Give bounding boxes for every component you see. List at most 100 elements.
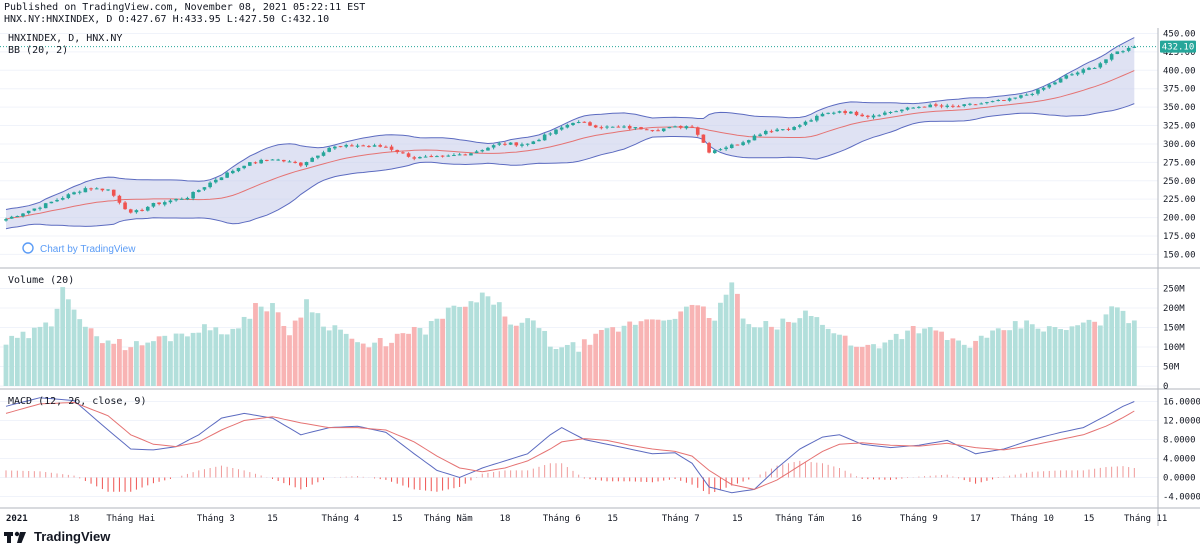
volume-bar[interactable] <box>746 324 752 386</box>
candle[interactable] <box>316 155 320 160</box>
volume-bar[interactable] <box>457 306 462 386</box>
candle[interactable] <box>128 208 133 214</box>
volume-bar[interactable] <box>1092 321 1098 386</box>
candle[interactable] <box>327 146 331 153</box>
volume-bar[interactable] <box>60 287 66 386</box>
volume-bar[interactable] <box>43 322 49 386</box>
candle[interactable] <box>837 110 842 114</box>
volume-bar[interactable] <box>304 299 309 386</box>
volume-bar[interactable] <box>740 318 746 386</box>
candle[interactable] <box>951 104 955 108</box>
volume-bar[interactable] <box>400 333 406 386</box>
candle[interactable] <box>440 155 445 158</box>
candle[interactable] <box>60 196 65 201</box>
candle[interactable] <box>832 111 836 115</box>
candle[interactable] <box>639 126 643 130</box>
candle[interactable] <box>4 217 8 222</box>
candle[interactable] <box>1024 93 1029 96</box>
volume-bar[interactable] <box>491 304 497 386</box>
volume-bar[interactable] <box>905 330 910 386</box>
candle[interactable] <box>231 169 235 175</box>
candle[interactable] <box>225 171 229 179</box>
volume-bar[interactable] <box>134 341 139 386</box>
volume-bar[interactable] <box>196 332 202 386</box>
volume-bar[interactable] <box>474 302 480 386</box>
volume-bar[interactable] <box>1029 324 1035 386</box>
candle[interactable] <box>270 159 275 161</box>
candle[interactable] <box>355 143 360 149</box>
volume-bar[interactable] <box>1103 314 1109 386</box>
volume-bar[interactable] <box>326 330 332 386</box>
volume-bar[interactable] <box>20 331 26 386</box>
candle[interactable] <box>746 139 751 145</box>
volume-bar[interactable] <box>797 318 803 386</box>
candle[interactable] <box>1126 46 1131 53</box>
volume-bar[interactable] <box>820 324 825 386</box>
volume-bar[interactable] <box>122 350 128 386</box>
volume-bar[interactable] <box>77 319 83 386</box>
candle[interactable] <box>463 153 468 156</box>
volume-bar[interactable] <box>219 334 224 386</box>
candle[interactable] <box>1030 92 1035 97</box>
volume-bar[interactable] <box>298 317 304 386</box>
candle[interactable] <box>1092 67 1097 69</box>
volume-bar[interactable] <box>190 332 196 386</box>
volume-bar[interactable] <box>1041 331 1047 386</box>
volume-bar[interactable] <box>672 318 678 386</box>
candle[interactable] <box>321 150 326 157</box>
candle[interactable] <box>644 128 649 131</box>
volume-bar[interactable] <box>428 321 434 386</box>
candle[interactable] <box>922 106 927 108</box>
candle[interactable] <box>973 103 978 106</box>
volume-bar[interactable] <box>564 344 570 386</box>
volume-bar[interactable] <box>383 346 389 386</box>
candle[interactable] <box>593 124 598 129</box>
candle[interactable] <box>565 123 570 129</box>
volume-bar[interactable] <box>315 313 321 386</box>
volume-bar[interactable] <box>31 327 37 386</box>
volume-bar[interactable] <box>247 318 253 386</box>
volume-bar[interactable] <box>1035 328 1041 386</box>
candle[interactable] <box>939 103 944 109</box>
candle[interactable] <box>996 99 1001 102</box>
time-axis[interactable]: 2021 18 Tháng Hai Tháng 3 15 Tháng 4 15 Tháng N… <box>6 514 1167 524</box>
volume-bar[interactable] <box>94 336 100 386</box>
volume-bar[interactable] <box>735 293 740 386</box>
candle[interactable] <box>588 121 592 127</box>
candle[interactable] <box>140 208 144 212</box>
volume-bar[interactable] <box>496 302 502 386</box>
candle[interactable] <box>531 140 536 145</box>
candle[interactable] <box>185 196 190 201</box>
candle[interactable] <box>888 111 893 115</box>
volume-bar[interactable] <box>309 312 315 386</box>
volume-bar[interactable] <box>910 326 916 386</box>
volume-bar[interactable] <box>961 344 967 386</box>
candle[interactable] <box>905 106 910 111</box>
volume-bar[interactable] <box>1131 320 1137 386</box>
candle[interactable] <box>803 120 808 126</box>
volume-bar[interactable] <box>54 308 60 386</box>
candle[interactable] <box>1070 72 1074 76</box>
candle[interactable] <box>554 129 558 136</box>
volume-bar[interactable] <box>207 330 213 386</box>
candle[interactable] <box>571 122 575 127</box>
chart-area[interactable]: HNXINDEX, D, HNX.NY BB (20, 2) Chart by … <box>0 28 1200 526</box>
candle[interactable] <box>412 155 417 161</box>
candle[interactable] <box>66 193 71 200</box>
candle[interactable] <box>423 154 428 158</box>
volume-bar[interactable] <box>763 321 769 386</box>
volume-bar[interactable] <box>99 343 105 386</box>
volume-bar[interactable] <box>570 342 576 386</box>
candle[interactable] <box>350 143 354 147</box>
candle[interactable] <box>151 202 156 208</box>
candle[interactable] <box>219 177 224 181</box>
candle[interactable] <box>741 140 745 146</box>
candle[interactable] <box>162 200 167 207</box>
volume-bar[interactable] <box>842 335 848 386</box>
candle[interactable] <box>627 124 632 131</box>
volume-bar[interactable] <box>3 344 9 386</box>
volume-bar[interactable] <box>479 292 485 386</box>
candle[interactable] <box>287 160 292 163</box>
volume-bar[interactable] <box>185 336 190 386</box>
tradingview-watermark[interactable]: Chart by TradingView <box>22 242 136 255</box>
